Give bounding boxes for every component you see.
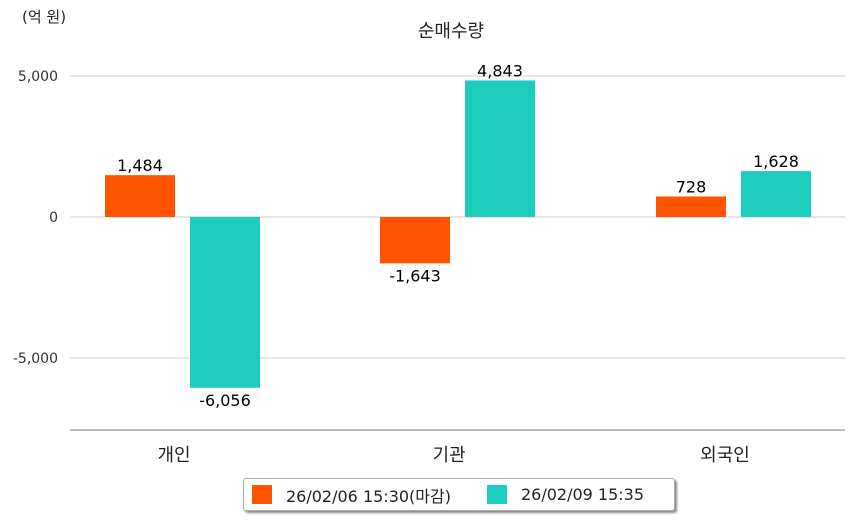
legend-label: 26/02/09 15:35 [520, 485, 645, 504]
bar[interactable] [380, 217, 450, 264]
data-label: -1,643 [389, 266, 441, 285]
y-tick-label: 0 [49, 210, 58, 226]
legend-item-series-2[interactable]: 26/02/09 15:35 [486, 485, 645, 504]
data-label: 1,484 [117, 156, 163, 175]
data-label: 1,628 [753, 152, 799, 171]
data-label: 728 [676, 177, 707, 196]
x-tick-label: 기관 [432, 445, 465, 466]
chart: (억 원) 순매수량 5,000 0 -5,000 개인 1,484 -6,056 기관 -… [13, 8, 845, 466]
legend: 26/02/06 15:30(마감) 26/02/09 15:35 [243, 478, 675, 511]
bar[interactable] [190, 217, 260, 388]
x-tick-label: 외국인 [700, 445, 750, 466]
legend-item-series-1[interactable]: 26/02/06 15:30(마감) [252, 483, 451, 507]
chart-title: 순매수량 [418, 21, 484, 42]
bar[interactable] [105, 175, 175, 217]
x-tick-label: 개인 [157, 445, 190, 466]
unit-label: (억 원) [22, 8, 66, 26]
bar[interactable] [741, 171, 811, 217]
legend-label: 26/02/06 15:30(마감) [286, 486, 451, 506]
bar[interactable] [656, 196, 726, 217]
legend-swatch [486, 485, 507, 504]
y-tick-label: 5,000 [18, 69, 58, 85]
bar[interactable] [465, 80, 535, 217]
y-tick-label: -5,000 [13, 351, 58, 367]
data-label: -6,056 [199, 391, 251, 410]
data-label: 4,843 [477, 61, 523, 80]
legend-swatch [252, 485, 272, 504]
